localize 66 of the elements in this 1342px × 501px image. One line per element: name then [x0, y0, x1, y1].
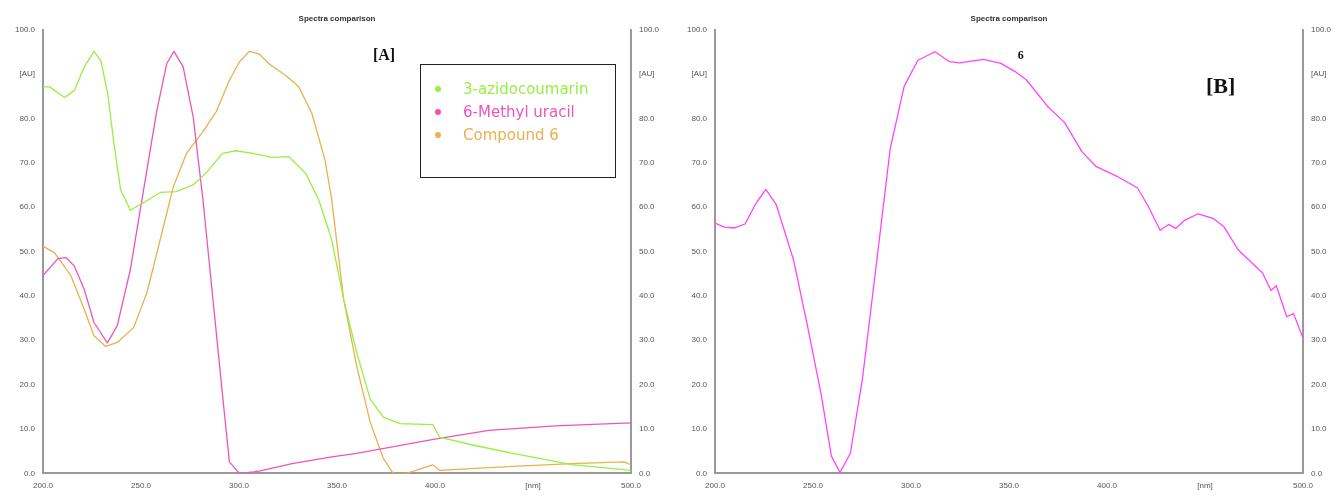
- y2-tick-label: 40.0: [1310, 291, 1328, 301]
- y2-tick-label: 20.0: [1310, 379, 1328, 389]
- y2-tick-label: 50.0: [1310, 246, 1328, 256]
- y-tick-label: 70.0: [691, 157, 708, 167]
- y-tick-label: 40.0: [691, 291, 708, 301]
- y-tick-label: 60.0: [691, 202, 708, 212]
- y2-tick-label: 30.0: [638, 335, 656, 345]
- y-tick-label: 30.0: [19, 335, 36, 345]
- x-tick-label: 350.0: [326, 481, 348, 491]
- y-tick-label: 50.0: [19, 246, 36, 256]
- y-tick-label: 0.0: [23, 468, 36, 478]
- y2-tick-label: [AU]: [638, 69, 655, 79]
- y-tick-label: 70.0: [19, 157, 36, 167]
- y2-tick-label: 70.0: [638, 157, 656, 167]
- y-tick-label: 80.0: [691, 113, 708, 123]
- y2-tick-label: 80.0: [638, 113, 656, 123]
- y2-tick-label: 0.0: [638, 468, 651, 478]
- y2-tick-label: 30.0: [1310, 335, 1328, 345]
- x-tick-label: [nm]: [525, 481, 541, 491]
- y-tick-label: 50.0: [691, 246, 708, 256]
- y-tick-label: 100.0: [14, 24, 36, 34]
- y2-tick-label: 70.0: [1310, 157, 1328, 167]
- x-tick-label: 250.0: [131, 481, 152, 491]
- chart-title: Spectra comparison: [298, 14, 376, 23]
- x-tick-label: 400.0: [424, 481, 446, 491]
- y-tick-label: 20.0: [691, 379, 708, 389]
- y2-tick-label: 80.0: [1310, 113, 1328, 123]
- x-tick-label: 200.0: [33, 481, 54, 491]
- x-tick-label: 400.0: [1096, 481, 1118, 491]
- y2-tick-label: 100.0: [1310, 24, 1332, 34]
- x-tick-label: 300.0: [228, 481, 250, 491]
- chart-title: Spectra comparison: [970, 14, 1048, 23]
- y2-tick-label: 10.0: [638, 424, 656, 434]
- y2-tick-label: 60.0: [638, 202, 656, 212]
- x-tick-label: 250.0: [803, 481, 824, 491]
- y2-tick-label: 0.0: [1310, 468, 1323, 478]
- y2-tick-label: 50.0: [638, 246, 656, 256]
- annotation: [A]: [372, 46, 396, 64]
- y-tick-label: [AU]: [19, 69, 36, 79]
- y2-tick-label: 60.0: [1310, 202, 1328, 212]
- y2-tick-label: 20.0: [638, 379, 656, 389]
- y-tick-label: 60.0: [19, 202, 36, 212]
- legend-label: Compound 6: [463, 126, 559, 144]
- y-tick-label: 10.0: [691, 424, 708, 434]
- x-tick-label: 300.0: [900, 481, 922, 491]
- y-tick-label: [AU]: [691, 69, 708, 79]
- y-tick-label: 20.0: [19, 379, 36, 389]
- y-tick-label: 30.0: [691, 335, 708, 345]
- x-tick-label: 200.0: [705, 481, 726, 491]
- legend-label: 3-azidocoumarin: [463, 80, 589, 98]
- y2-tick-label: 100.0: [638, 24, 660, 34]
- y2-tick-label: 40.0: [638, 291, 656, 301]
- annotation: [B]: [1206, 72, 1236, 98]
- x-tick-label: 500.0: [620, 481, 642, 491]
- y-tick-label: 100.0: [686, 24, 708, 34]
- y2-tick-label: 10.0: [1310, 424, 1328, 434]
- y-tick-label: 80.0: [19, 113, 36, 123]
- annotation: 6: [1017, 48, 1024, 63]
- legend-label: 6-Methyl uracil: [463, 103, 575, 121]
- x-tick-label: 500.0: [1292, 481, 1314, 491]
- x-tick-label: [nm]: [1197, 481, 1213, 491]
- y-tick-label: 40.0: [19, 291, 36, 301]
- y-tick-label: 10.0: [19, 424, 36, 434]
- x-tick-label: 350.0: [998, 481, 1020, 491]
- y2-tick-label: [AU]: [1310, 69, 1327, 79]
- y-tick-label: 0.0: [695, 468, 708, 478]
